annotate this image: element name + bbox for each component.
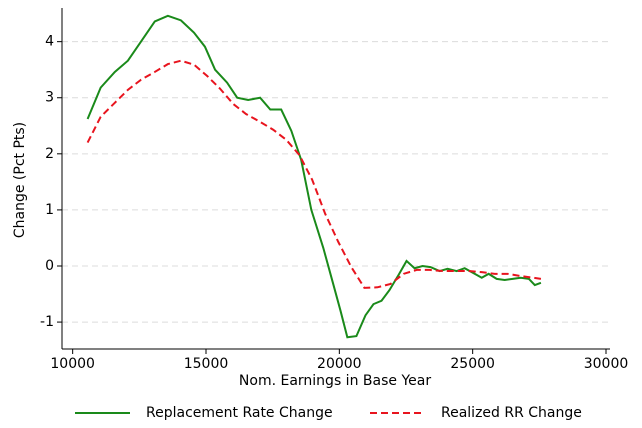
- y-tick-label: 2: [45, 146, 54, 162]
- data-line: [86, 59, 542, 289]
- x-tick-label: 25000: [450, 356, 495, 372]
- y-tick-label: -1: [40, 314, 54, 330]
- y-tick-label: 0: [45, 258, 54, 274]
- y-axis-label: Change (Pct Pts): [12, 122, 28, 238]
- x-tick-label: 15000: [184, 356, 229, 372]
- y-tick-label: 4: [45, 34, 54, 50]
- legend-label: Replacement Rate Change: [146, 405, 333, 421]
- x-tick-label: 20000: [317, 356, 362, 372]
- y-tick-label: 1: [45, 202, 54, 218]
- y-tick-label: 3: [45, 90, 54, 106]
- x-tick-label: 30000: [584, 356, 629, 372]
- data-line: [86, 14, 542, 339]
- legend-label: Realized RR Change: [441, 405, 582, 421]
- x-tick-label: 10000: [50, 356, 95, 372]
- x-axis-label: Nom. Earnings in Base Year: [239, 373, 431, 389]
